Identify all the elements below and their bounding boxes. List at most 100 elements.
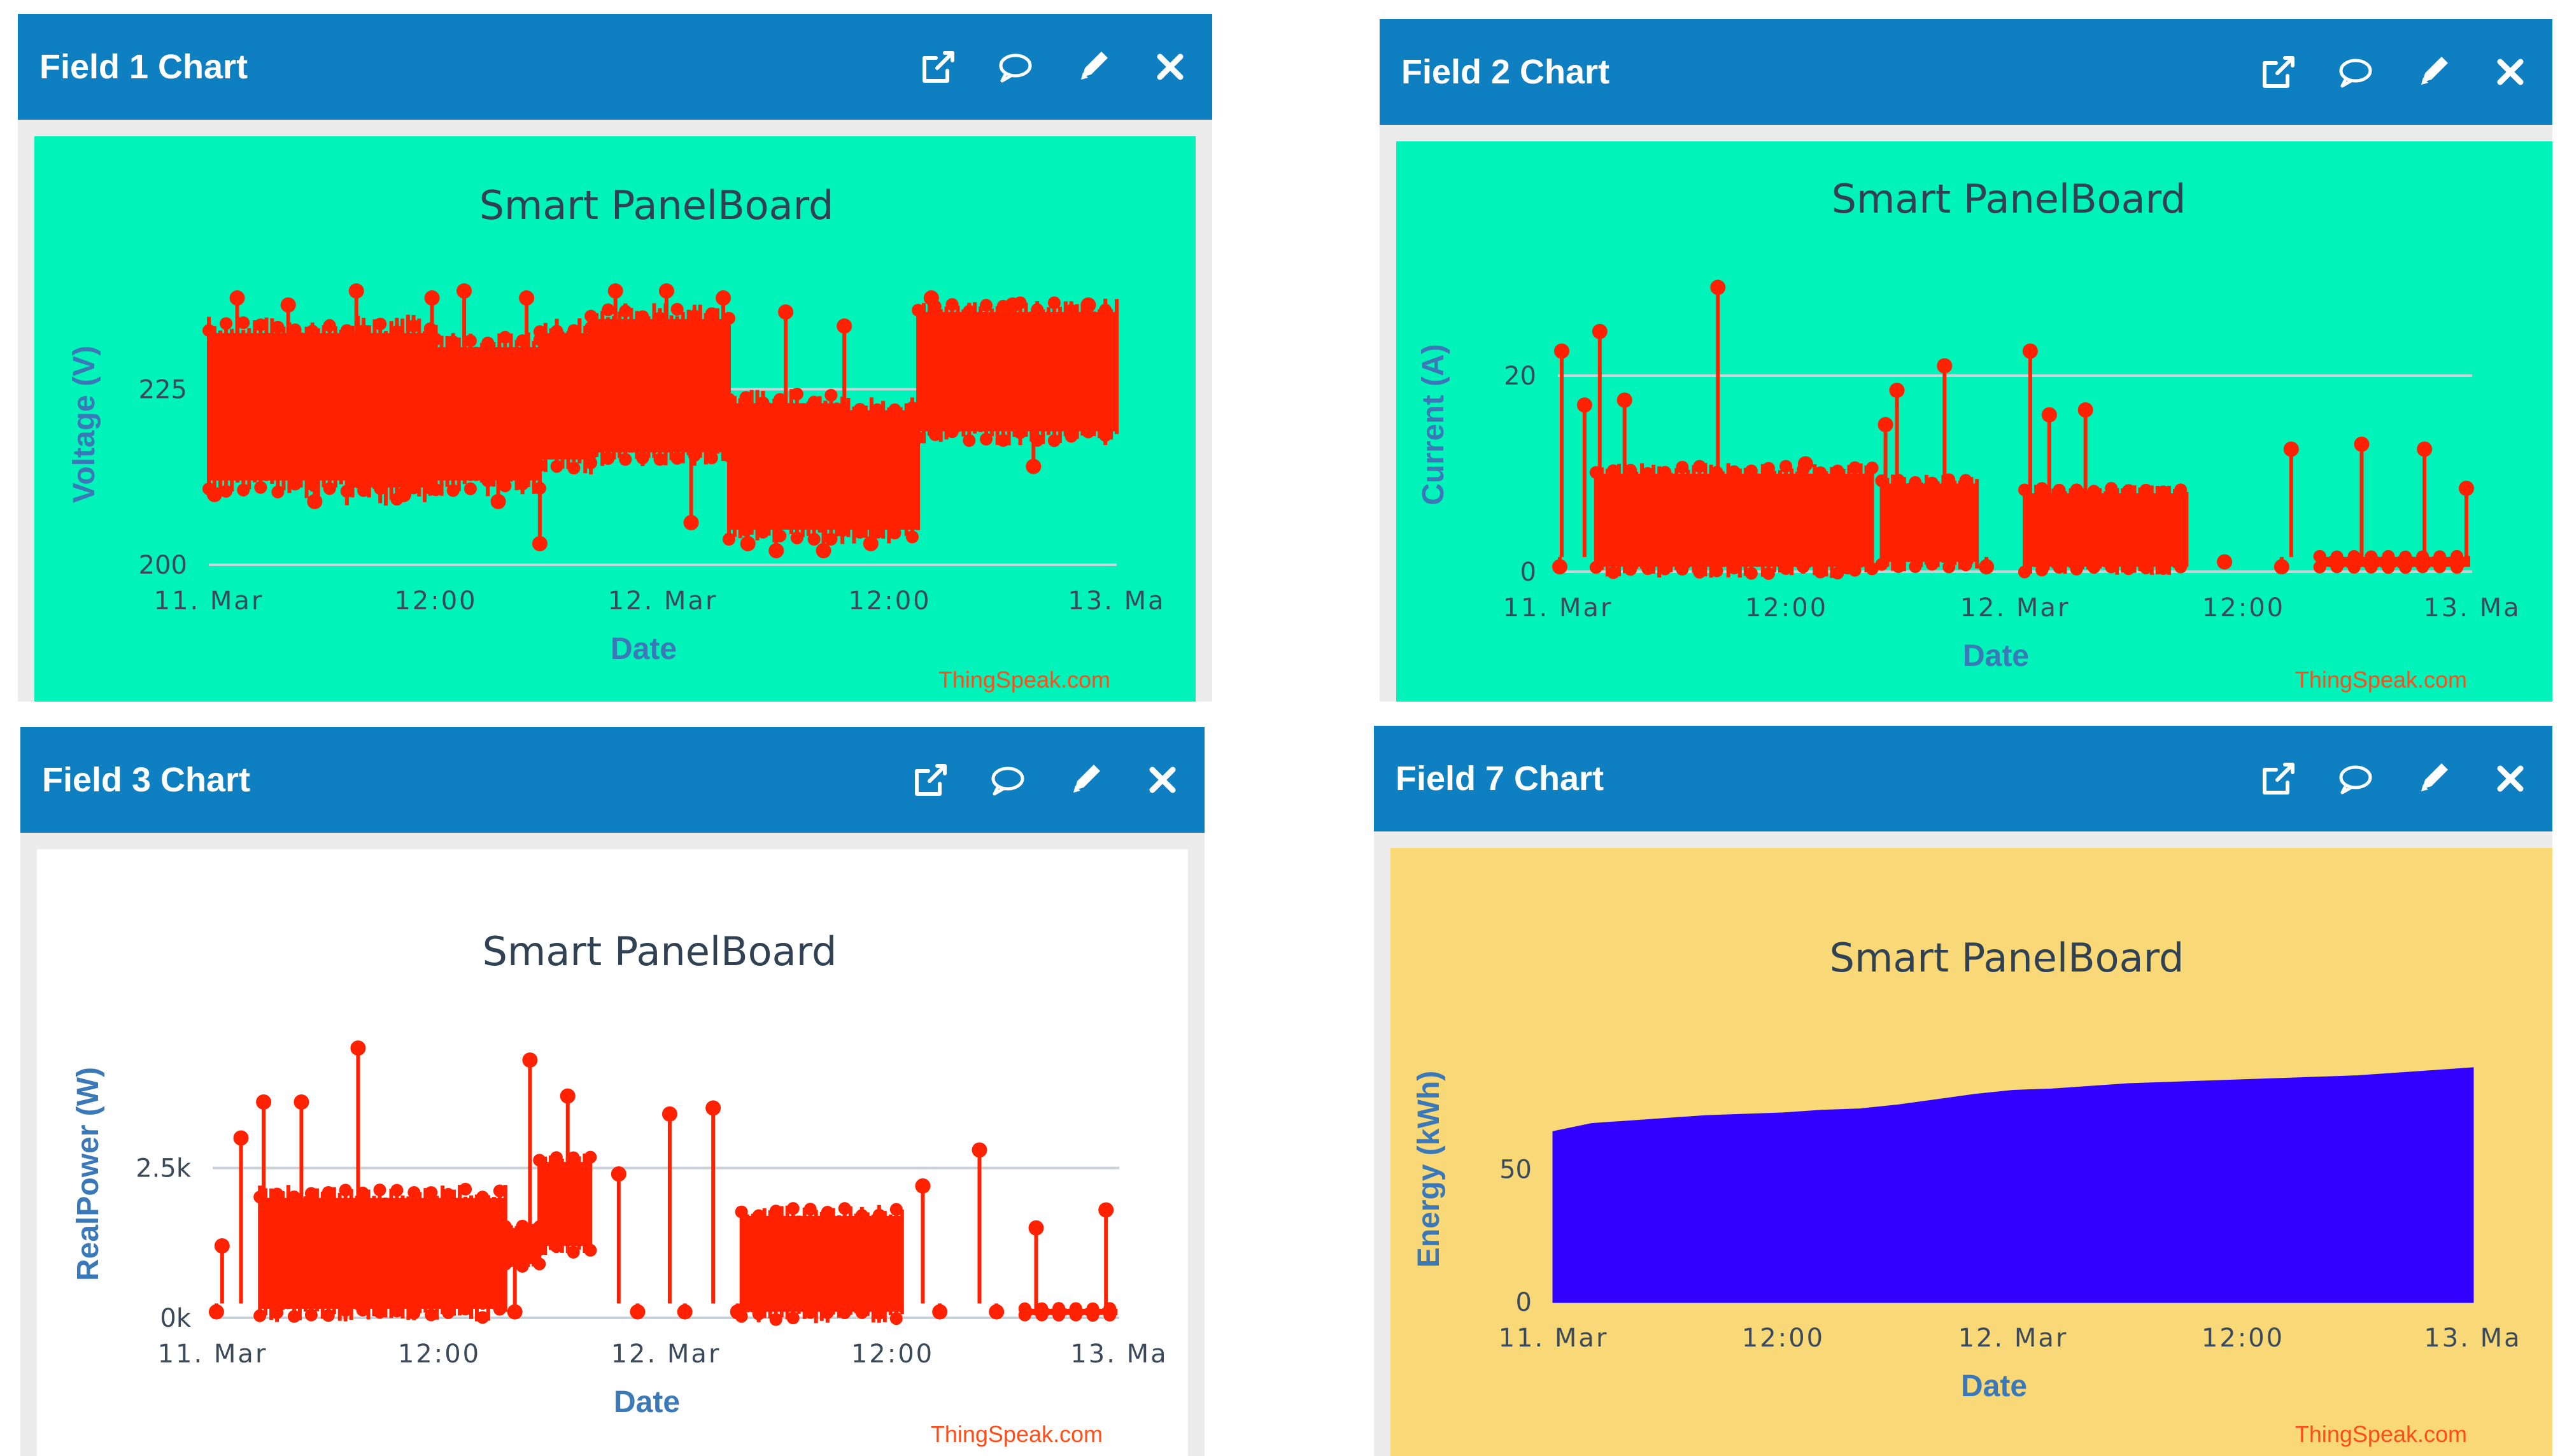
x-tick-label: 12. Mar [611,1339,721,1369]
comment-icon[interactable] [2336,760,2374,798]
series-point [1693,460,1706,473]
external-link-icon[interactable] [2258,760,2296,798]
series-point [837,318,852,334]
series-point [446,484,460,497]
comment-icon[interactable] [2336,53,2374,91]
series-band [260,1198,506,1309]
series-point [493,1184,506,1198]
header-icons [2258,53,2529,91]
series-point [442,1306,455,1319]
series-point [2122,484,2135,497]
comment-icon[interactable] [988,761,1026,799]
chart-title: Smart PanelBoard [1832,176,2186,222]
comment-icon[interactable] [996,48,1034,86]
series-point [658,283,674,299]
series-point [348,283,364,299]
external-link-icon[interactable] [918,48,956,86]
chart-title: Smart PanelBoard [483,928,837,975]
series-point [2450,549,2464,563]
pencil-icon[interactable] [2414,760,2452,798]
header-icons [2258,760,2529,798]
series-point [390,1304,404,1318]
series-point [2274,559,2289,575]
external-link-icon[interactable] [2258,53,2296,91]
close-icon[interactable] [1151,48,1189,86]
series-point [2174,483,2188,497]
series-point [584,309,598,323]
series-point [2105,482,2118,495]
series-point [705,307,718,320]
pencil-icon[interactable] [2414,53,2452,91]
chart-container: Smart PanelBoard 0k 2.5k RealPower (W) 11. M… [37,849,1188,1456]
series-point [2070,483,2083,497]
x-tick-label: 12:00 [1745,593,1828,623]
series-point [220,484,233,498]
series-point [214,1238,230,1254]
series-band [539,1162,591,1246]
series-point [425,1186,438,1199]
pencil-icon[interactable] [1073,48,1112,86]
close-icon[interactable] [2491,53,2529,91]
series-point [774,393,787,406]
series-point [602,303,615,316]
series-point [2417,441,2433,457]
series-point [1064,430,1078,443]
chart-svg: Smart PanelBoard 200 225 Voltage (V) 11. Mar… [34,136,1196,702]
y-tick-label: 225 [139,375,187,404]
y-axis-label: Energy (kWh) [1412,1071,1446,1268]
series-point [560,1088,576,1104]
series-point [1797,456,1813,472]
series-point [1779,460,1793,473]
widget-title: Field 1 Chart [39,48,248,86]
series-point [803,1203,817,1216]
y-tick-label: 50 [1499,1156,1532,1185]
y-axis-label: RealPower (W) [71,1067,105,1281]
series-point [670,302,684,316]
series-point [611,1166,626,1182]
close-icon[interactable] [2491,760,2529,798]
series-point [1892,560,1905,574]
series-point [1005,297,1021,313]
thingspeak-credit: ThingSpeak.com [2295,667,2467,693]
series-point [1959,558,1972,572]
series-point [602,452,615,465]
series-point [807,533,821,546]
widget-header: Field 1 Chart [18,14,1212,120]
series-point [425,1308,438,1322]
series-point [584,1243,597,1257]
series-point [2283,441,2299,457]
series-point [705,451,718,465]
series-point [1553,343,1569,359]
x-axis-label: Date [611,632,677,666]
y-tick-label: 0k [160,1304,191,1333]
series-point [1552,559,1567,575]
series-point [1937,358,1953,374]
pencil-icon[interactable] [1066,761,1104,799]
series-point [1082,425,1095,439]
x-axis-label: Date [614,1385,680,1419]
series-point [374,317,387,330]
series-point [253,1309,267,1322]
x-tick-label: 12:00 [851,1339,934,1369]
series-point [778,304,794,320]
close-icon[interactable] [1143,761,1182,799]
series-point [256,1094,272,1110]
series-point [206,486,222,502]
series-point [1592,323,1608,339]
series-point [516,1260,529,1273]
series-point [905,530,919,544]
series-point [915,1178,931,1194]
series-point [1979,559,1995,575]
series-point [1641,562,1655,576]
series-point [2041,407,2057,423]
x-tick-label: 11. Mar [1503,593,1613,623]
series-point [1839,559,1855,575]
thingspeak-credit: ThingSpeak.com [938,667,1110,693]
series-point [208,1304,224,1320]
chart-title: Smart PanelBoard [479,182,834,229]
series-point [271,485,285,498]
series-point [653,453,667,466]
series-point [2077,402,2093,418]
external-link-icon[interactable] [910,761,949,799]
chart-container: Smart PanelBoard 0 20 Current (A) 11. Mar 12:… [1396,141,2552,702]
